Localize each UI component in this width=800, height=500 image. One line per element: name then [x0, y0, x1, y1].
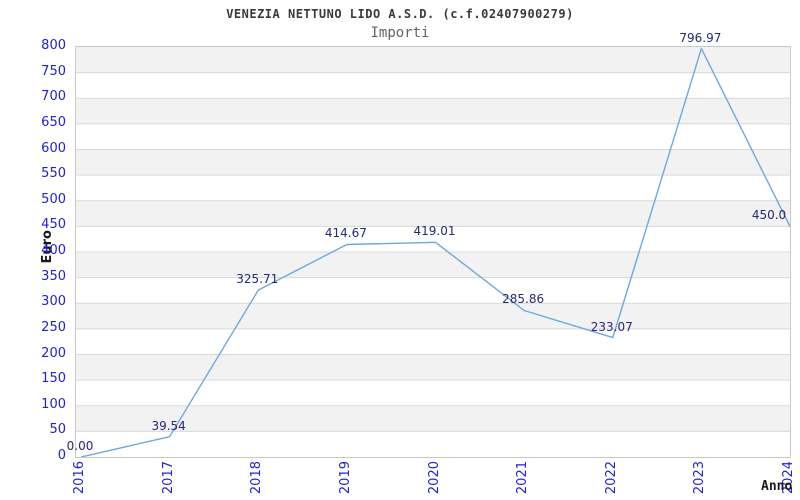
data-line: [80, 47, 790, 457]
data-point-label: 285.86: [502, 292, 545, 307]
data-point-label: 419.01: [413, 224, 456, 239]
y-tick-label: 50: [49, 422, 66, 438]
background-band: [76, 98, 790, 124]
background-band: [76, 328, 790, 355]
background-band: [76, 380, 790, 406]
y-tick-label: 650: [41, 114, 66, 130]
y-tick-label: 350: [41, 268, 66, 284]
data-point-label: 414.67: [324, 226, 367, 241]
background-band: [76, 47, 790, 73]
data-point-label: 450.0: [751, 208, 787, 223]
x-tick-label: 2020: [426, 461, 442, 495]
x-tick-label: 2019: [337, 461, 353, 495]
y-tick-label: 100: [41, 396, 66, 412]
x-tick-label: 2023: [692, 461, 708, 495]
y-tick-label: 750: [41, 63, 66, 79]
chart-subtitle: Importi: [370, 25, 430, 41]
x-tick-label: 2018: [249, 461, 265, 495]
background-band: [76, 277, 790, 304]
y-tick-label: 150: [41, 371, 66, 387]
y-tick-label: 700: [41, 89, 66, 105]
chart-title: VENEZIA NETTUNO LIDO A.S.D. (c.f.0240790…: [226, 7, 574, 21]
y-tick-label: 450: [41, 217, 66, 233]
x-tick-label: 2016: [72, 461, 87, 495]
y-tick-label: 400: [41, 243, 66, 258]
data-point-label: 39.54: [151, 418, 186, 433]
x-tick-label: 2017: [160, 461, 176, 495]
x-tick-label: 2021: [515, 461, 531, 495]
data-point-label: 233.07: [590, 319, 633, 334]
x-axis-title: Anno: [761, 479, 793, 494]
background-band: [76, 252, 790, 278]
background-band: [76, 149, 790, 176]
background-band: [76, 200, 790, 227]
data-point-label: 796.97: [679, 30, 722, 45]
y-tick-label: 250: [41, 319, 66, 335]
background-band: [76, 175, 790, 201]
y-tick-label: 500: [41, 191, 66, 207]
background-band: [76, 226, 790, 253]
plot-area: [75, 46, 791, 458]
background-band: [76, 72, 790, 99]
data-point-label: 0.00: [66, 439, 94, 453]
background-band: [76, 431, 790, 457]
y-tick-label: 550: [41, 166, 66, 182]
y-tick-label: 800: [41, 38, 66, 53]
plot-svg: [76, 47, 790, 457]
y-tick-label: 300: [41, 294, 66, 310]
y-tick-label: 600: [41, 140, 66, 156]
background-band: [76, 354, 790, 381]
y-tick-label: 200: [41, 345, 66, 361]
background-band: [76, 405, 790, 432]
background-band: [76, 123, 790, 150]
background-band: [76, 303, 790, 329]
data-point-label: 325.71: [236, 272, 279, 287]
x-tick-label: 2022: [603, 461, 619, 495]
y-tick-label: 0: [57, 448, 66, 463]
